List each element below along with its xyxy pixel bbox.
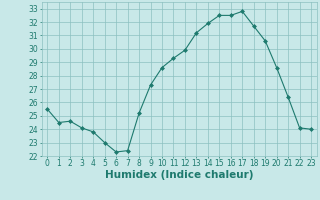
X-axis label: Humidex (Indice chaleur): Humidex (Indice chaleur) (105, 170, 253, 180)
